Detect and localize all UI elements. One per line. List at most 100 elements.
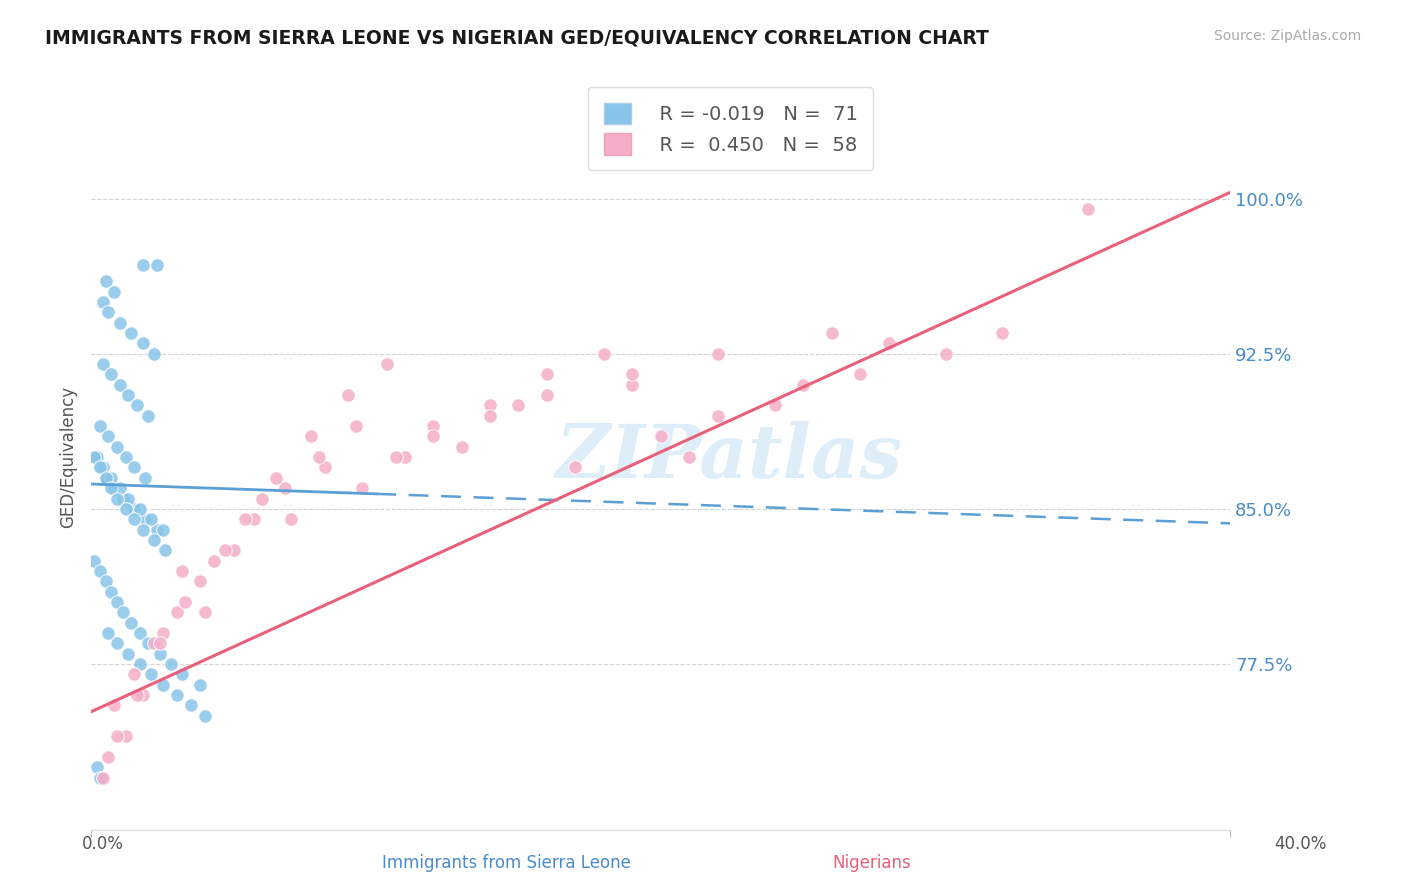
Point	[478, 399, 502, 413]
Point	[86, 760, 108, 774]
Point	[125, 688, 148, 702]
Point	[152, 626, 174, 640]
Point	[188, 678, 211, 692]
Point	[103, 481, 125, 495]
Point	[89, 564, 111, 578]
Point	[94, 274, 117, 288]
Point	[478, 409, 502, 423]
Text: Nigerians: Nigerians	[832, 855, 911, 872]
Point	[222, 543, 245, 558]
Point	[188, 574, 211, 589]
Point	[336, 388, 359, 402]
Point	[94, 471, 117, 485]
Point	[125, 399, 148, 413]
Point	[143, 636, 166, 650]
Point	[202, 553, 225, 567]
Point	[108, 316, 131, 330]
Point	[146, 258, 169, 272]
Point	[89, 419, 111, 434]
Point	[122, 512, 145, 526]
Text: ZIPatlas: ZIPatlas	[555, 421, 903, 493]
Point	[131, 523, 153, 537]
Point	[105, 491, 128, 506]
Point	[105, 730, 128, 744]
Point	[117, 491, 139, 506]
Point	[108, 377, 131, 392]
Point	[128, 626, 150, 640]
Point	[308, 450, 330, 464]
Point	[141, 512, 163, 526]
Point	[763, 399, 786, 413]
Point	[508, 399, 530, 413]
Point	[117, 388, 139, 402]
Point	[91, 357, 114, 371]
Point	[122, 667, 145, 681]
Point	[394, 450, 416, 464]
Point	[344, 419, 367, 434]
Point	[100, 584, 122, 599]
Point	[250, 491, 273, 506]
Point	[138, 409, 160, 423]
Point	[128, 501, 150, 516]
Point	[266, 471, 288, 485]
Point	[214, 543, 236, 558]
Point	[422, 429, 444, 443]
Point	[166, 688, 188, 702]
Point	[422, 419, 444, 434]
Point	[280, 512, 302, 526]
Point	[172, 667, 194, 681]
Point	[152, 678, 174, 692]
Text: 40.0%: 40.0%	[1274, 835, 1327, 853]
Point	[242, 512, 264, 526]
Point	[350, 481, 373, 495]
Point	[650, 429, 672, 443]
Point	[174, 595, 197, 609]
Point	[536, 388, 558, 402]
Point	[274, 481, 297, 495]
Point	[131, 336, 153, 351]
Point	[91, 460, 114, 475]
Point	[122, 460, 145, 475]
Point	[97, 429, 120, 443]
Point	[564, 460, 586, 475]
Point	[621, 377, 644, 392]
Point	[706, 347, 728, 361]
Point	[155, 543, 177, 558]
Point	[97, 305, 120, 319]
Point	[108, 481, 131, 495]
Point	[194, 708, 217, 723]
Point	[149, 636, 172, 650]
Point	[991, 326, 1014, 340]
Point	[100, 471, 122, 485]
Point	[105, 636, 128, 650]
Point	[143, 533, 166, 547]
Point	[385, 450, 408, 464]
Point	[91, 771, 114, 785]
Point	[117, 647, 139, 661]
Point	[166, 605, 188, 619]
Point	[114, 501, 136, 516]
Point	[120, 615, 142, 630]
Point	[792, 377, 814, 392]
Point	[97, 750, 120, 764]
Point	[160, 657, 183, 671]
Text: Immigrants from Sierra Leone: Immigrants from Sierra Leone	[381, 855, 631, 872]
Point	[934, 347, 956, 361]
Point	[83, 553, 105, 567]
Point	[134, 471, 156, 485]
Point	[105, 440, 128, 454]
Point	[114, 450, 136, 464]
Legend:   R = -0.019   N =  71,   R =  0.450   N =  58: R = -0.019 N = 71, R = 0.450 N = 58	[589, 87, 873, 170]
Point	[149, 647, 172, 661]
Point	[120, 326, 142, 340]
Point	[299, 429, 322, 443]
Point	[172, 564, 194, 578]
Point	[180, 698, 202, 713]
Text: IMMIGRANTS FROM SIERRA LEONE VS NIGERIAN GED/EQUIVALENCY CORRELATION CHART: IMMIGRANTS FROM SIERRA LEONE VS NIGERIAN…	[45, 29, 988, 47]
Point	[103, 698, 125, 713]
Point	[314, 460, 336, 475]
Point	[111, 605, 134, 619]
Point	[105, 595, 128, 609]
Point	[536, 368, 558, 382]
Point	[114, 730, 136, 744]
